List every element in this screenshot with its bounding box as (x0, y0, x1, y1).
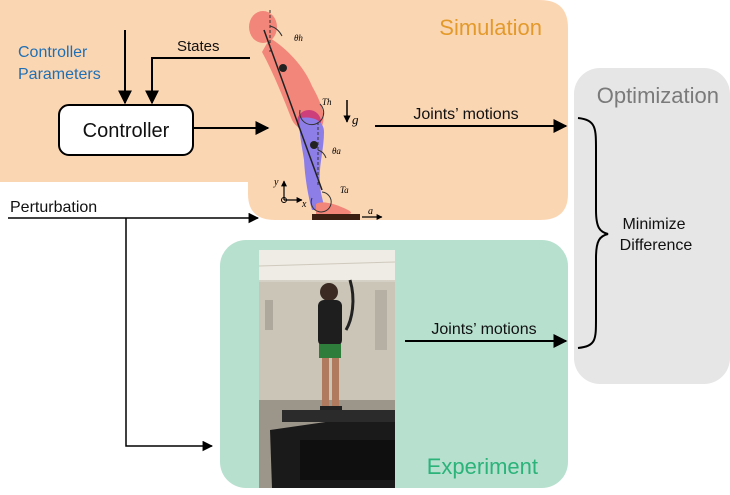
human-body-model (249, 10, 360, 220)
model-platform (312, 214, 360, 220)
experiment-title: Experiment (427, 454, 538, 479)
theta-a-arc (317, 149, 327, 159)
perturbation-arrow-experiment (125, 218, 214, 452)
torque-h-symbol: Th (322, 97, 332, 107)
gravity-symbol: g (352, 112, 359, 127)
torque-a-symbol: Ta (340, 185, 349, 195)
simulation-joints-motions-label: Joints’ motions (413, 106, 518, 123)
acceleration-symbol: a (368, 206, 373, 217)
controller-label: Controller (83, 120, 170, 142)
torque-h-arc (299, 103, 325, 126)
simulation-title: Simulation (439, 15, 542, 40)
controller-box (58, 104, 194, 156)
theta-h-arc (269, 25, 283, 37)
theta-a-symbol: θa (332, 146, 341, 156)
axis-x-label: x (301, 199, 307, 210)
experiment-photo (258, 250, 396, 488)
axis-origin (281, 197, 287, 203)
states-label: States (177, 38, 220, 55)
model-upper-body (262, 38, 324, 131)
axis-y-label: y (273, 177, 279, 188)
optimization-title: Optimization (597, 83, 719, 108)
perturbation-label: Perturbation (10, 199, 97, 216)
states-arrow (145, 57, 250, 105)
torque-a-arc (310, 191, 332, 213)
minimize-label-line2: Difference (620, 237, 693, 254)
minimize-label-line1: Minimize (622, 216, 685, 233)
optimization-brace (577, 117, 609, 349)
experiment-joints-motions-label: Joints’ motions (431, 321, 536, 338)
model-leg-com (310, 141, 318, 149)
controller-parameters-label-line1: Controller (18, 44, 88, 61)
theta-h-symbol: θh (294, 33, 303, 43)
model-hat-com (279, 64, 287, 72)
controller-parameters-label-line2: Parameters (18, 66, 101, 83)
model-segment-line (263, 29, 323, 191)
simulation-panel (0, 0, 568, 220)
optimization-panel (574, 68, 730, 384)
